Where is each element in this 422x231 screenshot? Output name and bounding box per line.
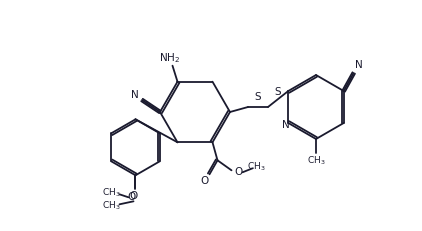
Text: O: O bbox=[200, 176, 208, 186]
Text: CH$_3$: CH$_3$ bbox=[307, 155, 325, 167]
Text: S: S bbox=[275, 87, 281, 97]
Text: O: O bbox=[127, 192, 135, 202]
Text: N: N bbox=[355, 60, 362, 70]
Text: CH$_3$: CH$_3$ bbox=[102, 199, 121, 212]
Text: N: N bbox=[282, 120, 290, 130]
Text: CH$_3$: CH$_3$ bbox=[102, 186, 121, 199]
Text: NH$_2$: NH$_2$ bbox=[159, 51, 180, 65]
Text: N: N bbox=[131, 90, 139, 100]
Text: O: O bbox=[234, 167, 243, 177]
Text: S: S bbox=[255, 92, 261, 102]
Text: O: O bbox=[130, 191, 138, 201]
Text: CH$_3$: CH$_3$ bbox=[247, 160, 266, 173]
